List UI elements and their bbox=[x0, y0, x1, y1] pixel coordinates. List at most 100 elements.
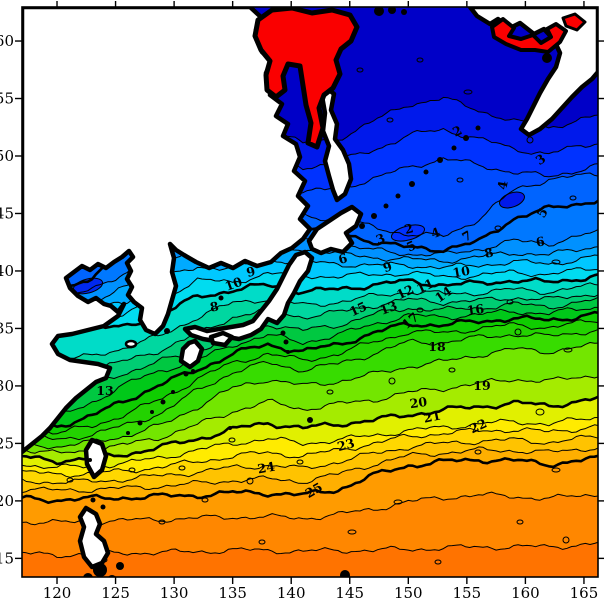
speckle bbox=[551, 467, 561, 473]
cold-extreme-patches bbox=[252, 7, 587, 150]
speckle bbox=[434, 559, 442, 565]
land-masses bbox=[22, 7, 598, 570]
isotherm-25-bold bbox=[22, 454, 598, 504]
white-islets bbox=[124, 339, 138, 349]
islet bbox=[88, 458, 92, 462]
y-tick-label: 50 bbox=[0, 147, 14, 165]
isotherm-19 bbox=[22, 375, 598, 454]
islet bbox=[280, 330, 286, 336]
islet bbox=[423, 169, 429, 175]
speckle bbox=[551, 259, 561, 265]
islet bbox=[401, 9, 407, 15]
speckle bbox=[514, 328, 522, 336]
islet bbox=[463, 135, 469, 141]
isotherm-11 bbox=[22, 282, 598, 363]
speckle bbox=[506, 299, 514, 305]
speckle bbox=[246, 477, 254, 485]
land-honshu bbox=[182, 249, 315, 344]
y-tick-label: 55 bbox=[0, 90, 14, 108]
contour-label-15: 15 bbox=[347, 298, 369, 319]
speckle bbox=[258, 539, 266, 545]
band-25 bbox=[22, 455, 598, 525]
islet bbox=[160, 399, 166, 405]
islet bbox=[83, 573, 93, 577]
islet bbox=[183, 371, 189, 377]
isotherm-26 bbox=[22, 491, 598, 526]
speckle bbox=[386, 117, 394, 123]
land-hokkaido bbox=[306, 204, 364, 256]
speckle bbox=[416, 57, 424, 63]
isotherm-10-bold bbox=[22, 273, 598, 335]
x-tick-label: 165 bbox=[570, 584, 599, 602]
islet bbox=[137, 420, 143, 426]
black-islets bbox=[83, 7, 552, 577]
islet bbox=[90, 497, 96, 503]
contour-label-6: 6 bbox=[535, 233, 546, 249]
speckle bbox=[494, 225, 502, 231]
speckle bbox=[201, 497, 209, 503]
land-luzon bbox=[77, 505, 111, 570]
contour-label-2: 2 bbox=[403, 220, 415, 237]
speckle bbox=[569, 195, 577, 201]
contour-label-16: 16 bbox=[466, 301, 486, 318]
y-tick-label: 25 bbox=[0, 434, 14, 452]
isotherm-13 bbox=[22, 296, 598, 395]
contour-label-19: 19 bbox=[473, 378, 490, 393]
islet bbox=[283, 339, 289, 345]
land-asia-mainland bbox=[22, 7, 313, 455]
speckle bbox=[228, 437, 236, 443]
speckle bbox=[128, 467, 136, 473]
contour-label-10: 10 bbox=[223, 274, 245, 294]
islet bbox=[371, 213, 377, 219]
y-tick-label: 40 bbox=[0, 262, 14, 280]
contour-label-10: 10 bbox=[451, 263, 471, 281]
band-23 bbox=[22, 435, 598, 493]
x-tick-label: 160 bbox=[511, 584, 540, 602]
isotherm-20-bold bbox=[22, 395, 598, 466]
islet bbox=[542, 53, 552, 63]
islet bbox=[286, 350, 290, 354]
speckle bbox=[296, 459, 304, 465]
y-tick-label: 30 bbox=[0, 377, 14, 395]
isotherm-14 bbox=[22, 306, 598, 419]
x-tick-label: 155 bbox=[453, 584, 482, 602]
contour-label-23: 23 bbox=[335, 435, 356, 454]
speckle bbox=[463, 89, 473, 95]
land-sakhalin bbox=[319, 85, 354, 203]
band-27 bbox=[22, 542, 598, 577]
speckle bbox=[563, 347, 573, 353]
isotherm-22 bbox=[22, 424, 598, 478]
speckle bbox=[356, 67, 364, 73]
band-26 bbox=[22, 492, 598, 558]
islet bbox=[359, 223, 365, 229]
islet bbox=[164, 328, 170, 334]
islet bbox=[374, 7, 384, 16]
islet bbox=[191, 369, 195, 373]
contour-label-8: 8 bbox=[483, 244, 496, 261]
land-shikoku bbox=[208, 330, 235, 348]
speckle bbox=[562, 536, 570, 544]
contour-label-8: 8 bbox=[209, 298, 220, 314]
contour-label-13: 13 bbox=[96, 383, 113, 398]
speckle bbox=[158, 519, 166, 525]
isotherm-17 bbox=[22, 328, 598, 441]
y-tick-label: 45 bbox=[0, 204, 14, 222]
contour-label-20: 20 bbox=[409, 394, 429, 411]
isotherm-12 bbox=[22, 294, 598, 375]
islet bbox=[395, 193, 401, 199]
speckle bbox=[326, 389, 334, 395]
speckle bbox=[474, 449, 482, 455]
band-24 bbox=[22, 446, 598, 503]
islet bbox=[228, 426, 232, 430]
contour-label-11: 11 bbox=[414, 275, 436, 296]
islet bbox=[340, 570, 350, 577]
contour-label-9: 9 bbox=[245, 263, 257, 280]
band-20 bbox=[22, 396, 598, 469]
cold-eddy bbox=[390, 224, 426, 242]
x-tick-label: 150 bbox=[394, 584, 423, 602]
land-kyushu bbox=[178, 338, 205, 370]
x-tick-label: 130 bbox=[160, 584, 189, 602]
